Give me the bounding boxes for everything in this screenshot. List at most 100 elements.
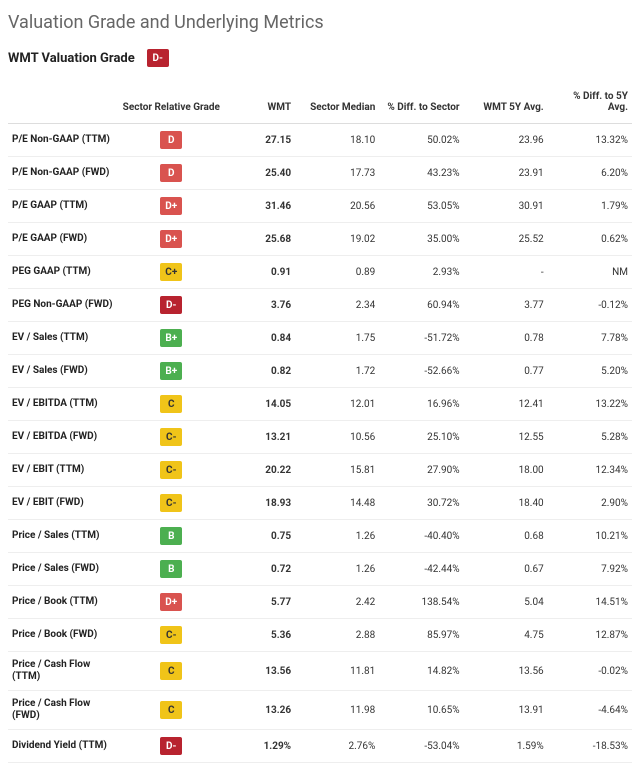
cell-diff_sector: 27.90% xyxy=(379,454,463,487)
cell-median: 10.56 xyxy=(295,421,379,454)
cell-median: 12.01 xyxy=(295,388,379,421)
cell-median: 11.98 xyxy=(295,691,379,730)
cell-wmt: 14.05 xyxy=(226,388,295,421)
grade-cell: D- xyxy=(117,289,226,322)
col-grade: Sector Relative Grade xyxy=(117,85,226,124)
cell-avg5y: 0.77 xyxy=(464,355,548,388)
metric-name: EV / Sales (FWD) xyxy=(8,355,117,388)
table-row: EV / EBITDA (TTM)C14.0512.0116.96%12.411… xyxy=(8,388,632,421)
cell-diff_5y: 7.78% xyxy=(548,322,632,355)
grade-badge: D- xyxy=(160,296,182,314)
table-row: Price / Sales (TTM)B0.751.26-40.40%0.681… xyxy=(8,520,632,553)
cell-median: 2.88 xyxy=(295,619,379,652)
cell-median: 2.42 xyxy=(295,586,379,619)
cell-diff_5y: -0.02% xyxy=(548,652,632,691)
table-row: PEG Non-GAAP (FWD)D-3.762.3460.94%3.77-0… xyxy=(8,289,632,322)
grade-cell: C- xyxy=(117,421,226,454)
grade-badge: C- xyxy=(160,461,182,479)
col-median: Sector Median xyxy=(295,85,379,124)
metric-name: Dividend Yield (TTM) xyxy=(8,730,117,763)
cell-wmt: 0.91 xyxy=(226,256,295,289)
table-row: EV / Sales (FWD)B+0.821.72-52.66%0.775.2… xyxy=(8,355,632,388)
cell-diff_5y: 12.87% xyxy=(548,619,632,652)
cell-wmt: 13.56 xyxy=(226,652,295,691)
cell-diff_5y: 6.20% xyxy=(548,157,632,190)
cell-diff_sector: 50.02% xyxy=(379,124,463,157)
col-wmt: WMT xyxy=(226,85,295,124)
table-row: P/E GAAP (FWD)D+25.6819.0235.00%25.520.6… xyxy=(8,223,632,256)
table-row: EV / EBIT (FWD)C-18.9314.4830.72%18.402.… xyxy=(8,487,632,520)
cell-median: 1.75 xyxy=(295,322,379,355)
cell-avg5y: 0.78 xyxy=(464,322,548,355)
cell-wmt: 0.72 xyxy=(226,553,295,586)
grade-badge: B xyxy=(160,527,182,545)
grade-badge: B+ xyxy=(160,362,182,380)
cell-diff_sector: 35.00% xyxy=(379,223,463,256)
cell-wmt: 1.29% xyxy=(226,730,295,763)
grade-badge: C+ xyxy=(160,263,182,281)
grade-badge: B xyxy=(160,560,182,578)
table-header-row: Sector Relative Grade WMT Sector Median … xyxy=(8,85,632,124)
grade-cell: C xyxy=(117,388,226,421)
grade-badge: D xyxy=(160,164,182,182)
grade-cell: B+ xyxy=(117,322,226,355)
cell-median: 17.73 xyxy=(295,157,379,190)
cell-diff_sector: 85.97% xyxy=(379,619,463,652)
grade-cell: D xyxy=(117,124,226,157)
cell-diff_sector: 2.93% xyxy=(379,256,463,289)
cell-diff_5y: 12.34% xyxy=(548,454,632,487)
grade-badge: D xyxy=(160,131,182,149)
cell-diff_5y: -4.64% xyxy=(548,691,632,730)
metric-name: EV / EBIT (TTM) xyxy=(8,454,117,487)
grade-cell: D+ xyxy=(117,190,226,223)
cell-diff_sector: -40.40% xyxy=(379,520,463,553)
valuation-table: Sector Relative Grade WMT Sector Median … xyxy=(8,85,632,763)
cell-diff_5y: 5.28% xyxy=(548,421,632,454)
cell-wmt: 5.77 xyxy=(226,586,295,619)
cell-median: 2.34 xyxy=(295,289,379,322)
cell-diff_sector: -42.44% xyxy=(379,553,463,586)
cell-wmt: 3.76 xyxy=(226,289,295,322)
cell-diff_sector: 10.65% xyxy=(379,691,463,730)
cell-median: 2.76% xyxy=(295,730,379,763)
cell-avg5y: 0.67 xyxy=(464,553,548,586)
cell-diff_5y: 0.62% xyxy=(548,223,632,256)
cell-diff_5y: 13.32% xyxy=(548,124,632,157)
cell-wmt: 5.36 xyxy=(226,619,295,652)
metric-name: P/E Non-GAAP (TTM) xyxy=(8,124,117,157)
cell-diff_5y: 10.21% xyxy=(548,520,632,553)
cell-avg5y: 13.56 xyxy=(464,652,548,691)
table-row: P/E GAAP (TTM)D+31.4620.5653.05%30.911.7… xyxy=(8,190,632,223)
ticker-grade-label: WMT Valuation Grade xyxy=(8,51,135,66)
cell-avg5y: 18.40 xyxy=(464,487,548,520)
page-title: Valuation Grade and Underlying Metrics xyxy=(8,12,632,33)
grade-badge: D+ xyxy=(160,593,182,611)
cell-diff_sector: 60.94% xyxy=(379,289,463,322)
metric-name: Price / Cash Flow (FWD) xyxy=(8,691,117,730)
cell-diff_5y: 2.90% xyxy=(548,487,632,520)
grade-cell: B xyxy=(117,520,226,553)
cell-wmt: 20.22 xyxy=(226,454,295,487)
cell-wmt: 25.68 xyxy=(226,223,295,256)
metric-name: Price / Book (TTM) xyxy=(8,586,117,619)
cell-wmt: 31.46 xyxy=(226,190,295,223)
cell-diff_sector: -51.72% xyxy=(379,322,463,355)
cell-avg5y: 30.91 xyxy=(464,190,548,223)
cell-avg5y: 5.04 xyxy=(464,586,548,619)
grade-badge: C- xyxy=(160,494,182,512)
cell-avg5y: 4.75 xyxy=(464,619,548,652)
grade-cell: C- xyxy=(117,487,226,520)
grade-cell: C- xyxy=(117,619,226,652)
cell-avg5y: 23.96 xyxy=(464,124,548,157)
cell-median: 1.26 xyxy=(295,553,379,586)
metric-name: Price / Book (FWD) xyxy=(8,619,117,652)
table-row: EV / EBIT (TTM)C-20.2215.8127.90%18.0012… xyxy=(8,454,632,487)
cell-median: 19.02 xyxy=(295,223,379,256)
cell-avg5y: 3.77 xyxy=(464,289,548,322)
table-row: PEG GAAP (TTM)C+0.910.892.93%-NM xyxy=(8,256,632,289)
table-row: Price / Cash Flow (FWD)C13.2611.9810.65%… xyxy=(8,691,632,730)
table-row: Price / Book (FWD)C-5.362.8885.97%4.7512… xyxy=(8,619,632,652)
metric-name: EV / EBITDA (TTM) xyxy=(8,388,117,421)
metric-name: EV / EBITDA (FWD) xyxy=(8,421,117,454)
cell-median: 11.81 xyxy=(295,652,379,691)
